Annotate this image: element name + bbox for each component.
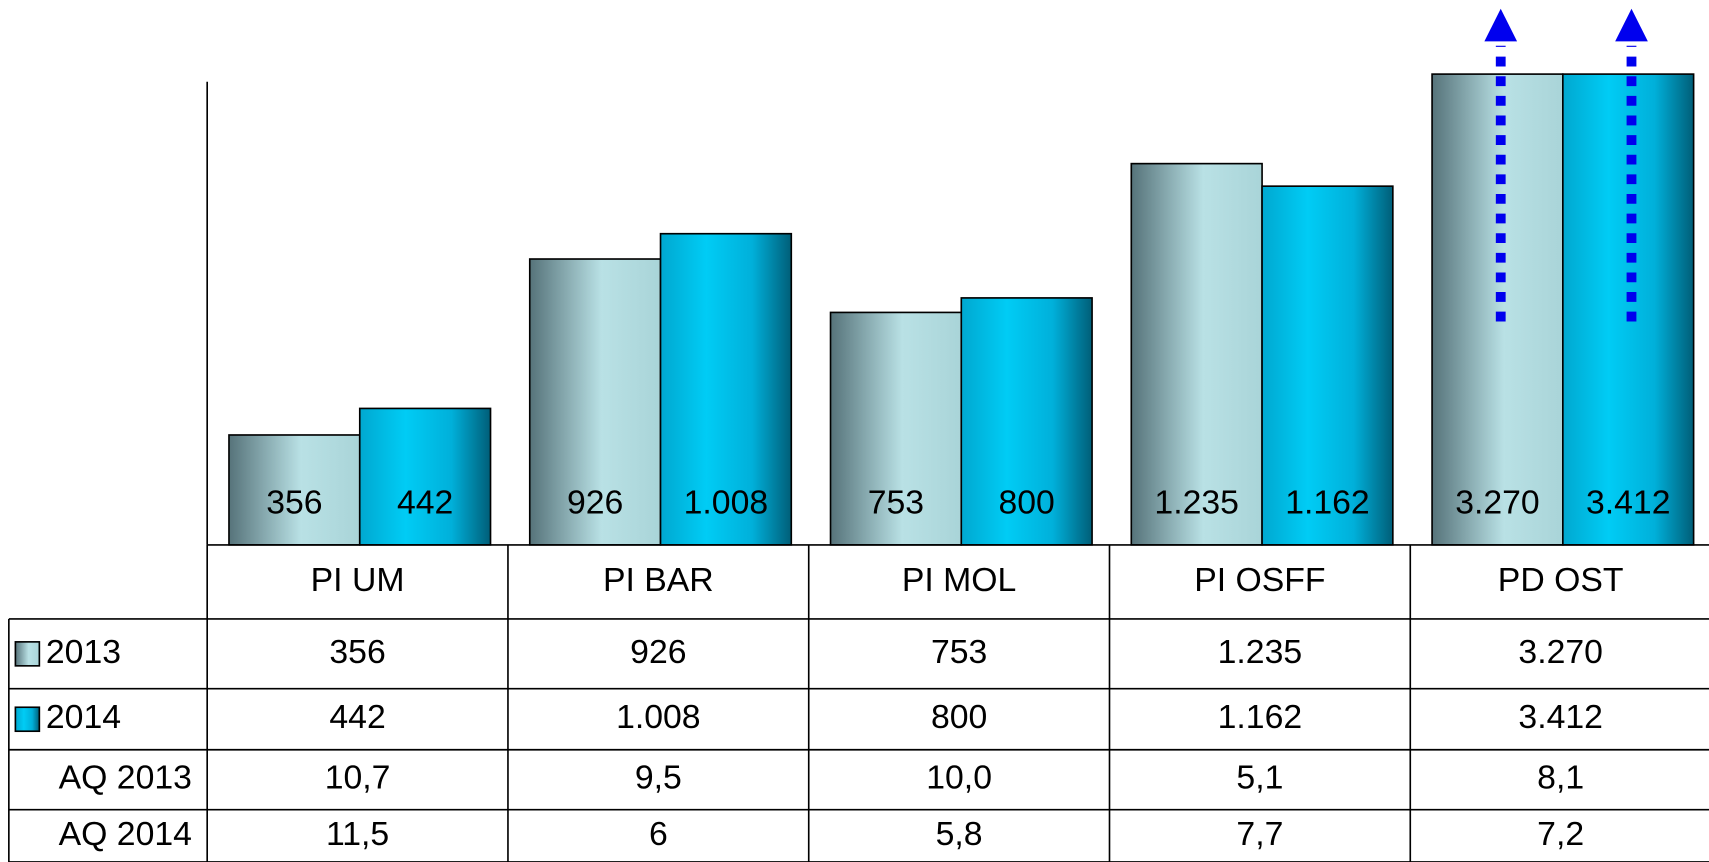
table-cell: 3.412 bbox=[1518, 698, 1603, 736]
bar bbox=[960, 297, 1093, 546]
table-cell: 1.008 bbox=[616, 698, 701, 736]
bar bbox=[1130, 162, 1263, 546]
category-label: PD OST bbox=[1498, 561, 1624, 599]
table-cell: 5,8 bbox=[936, 815, 983, 853]
category-label: PI BAR bbox=[603, 561, 714, 599]
table-cell: 9,5 bbox=[635, 759, 682, 797]
bar bbox=[1562, 73, 1695, 546]
table-cell: 753 bbox=[931, 633, 987, 671]
table-cell: 6 bbox=[649, 815, 668, 853]
category-label: PI UM bbox=[311, 561, 405, 599]
data-label: 800 bbox=[999, 483, 1055, 521]
bar bbox=[228, 434, 361, 546]
table-cell: 800 bbox=[931, 698, 987, 736]
data-label: 926 bbox=[567, 483, 623, 521]
data-label: 442 bbox=[397, 483, 453, 521]
data-label: 1.235 bbox=[1154, 483, 1239, 521]
bar bbox=[358, 407, 492, 546]
table-cell: 8,1 bbox=[1537, 759, 1584, 797]
data-label: 1.008 bbox=[684, 483, 769, 521]
table-cell: 356 bbox=[329, 633, 385, 671]
category-label: PI MOL bbox=[902, 561, 1016, 599]
overflow-arrow-head bbox=[1615, 8, 1648, 42]
overflow-arrow-head bbox=[1484, 8, 1518, 42]
row-label: AQ 2013 bbox=[59, 759, 192, 797]
bar bbox=[659, 232, 793, 546]
table-cell: 3.270 bbox=[1518, 633, 1603, 671]
bar bbox=[1261, 185, 1394, 546]
legend-label: 2013 bbox=[46, 633, 121, 671]
data-label: 356 bbox=[266, 483, 322, 521]
table-cell: 10,7 bbox=[325, 759, 391, 797]
row-label: AQ 2014 bbox=[59, 815, 192, 853]
table-cell: 10,0 bbox=[926, 759, 992, 797]
data-label: 753 bbox=[868, 483, 924, 521]
table-cell: 11,5 bbox=[326, 815, 389, 853]
bar bbox=[1431, 73, 1564, 546]
table-cell: 1.162 bbox=[1218, 698, 1303, 736]
bar bbox=[528, 258, 662, 546]
table-cell: 5,1 bbox=[1236, 759, 1283, 797]
table-cell: 7,7 bbox=[1236, 815, 1283, 853]
table-cell: 926 bbox=[630, 633, 686, 671]
legend-swatch bbox=[14, 641, 41, 667]
data-label: 3.270 bbox=[1455, 483, 1540, 521]
table-cell: 1.235 bbox=[1218, 633, 1303, 671]
table-cell: 442 bbox=[329, 698, 385, 736]
table-cell: 7,2 bbox=[1537, 815, 1584, 853]
category-label: PI OSFF bbox=[1194, 561, 1325, 599]
legend-label: 2014 bbox=[46, 698, 121, 736]
legend-swatch bbox=[14, 706, 41, 733]
data-label: 1.162 bbox=[1285, 483, 1370, 521]
bar bbox=[829, 311, 963, 546]
data-label: 3.412 bbox=[1586, 483, 1671, 521]
